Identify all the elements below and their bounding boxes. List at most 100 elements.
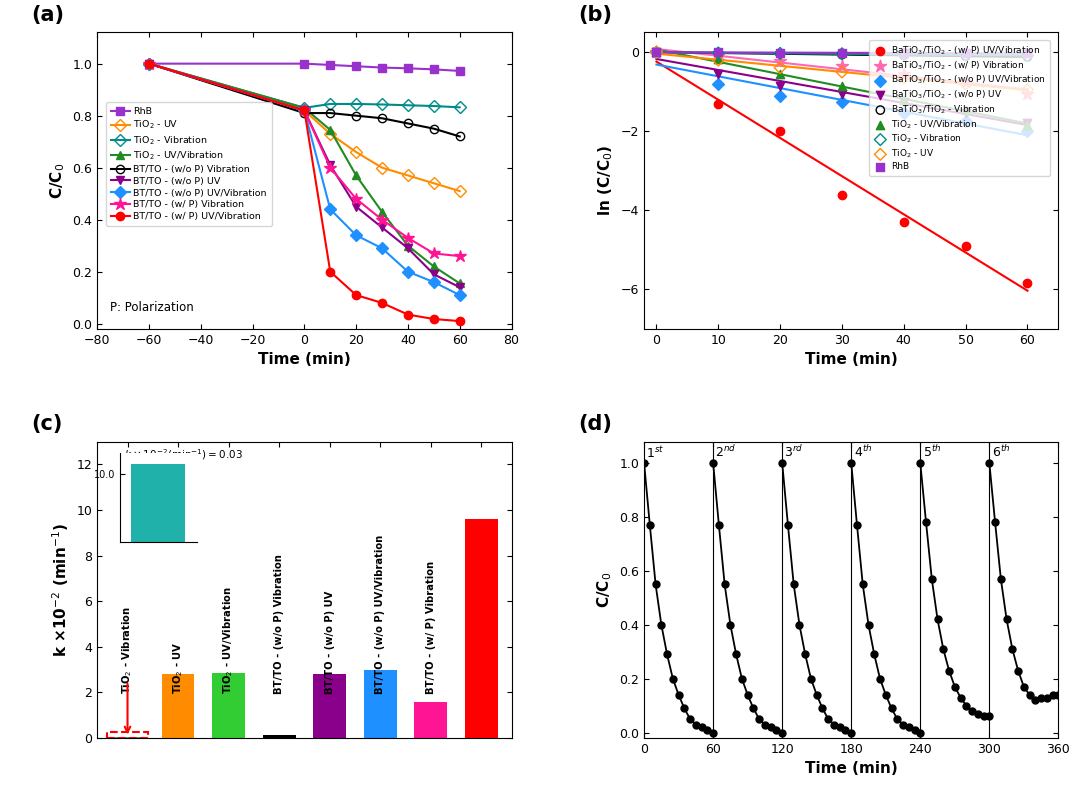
Y-axis label: C/C$_0$: C/C$_0$ <box>49 162 67 199</box>
TiO$_2$ - Vibration <box>895 48 913 61</box>
TiO$_2$ - UV <box>324 129 337 139</box>
BaTiO$_3$/TiO$_2$ - Vibration <box>648 45 665 58</box>
X-axis label: Time (min): Time (min) <box>805 762 897 776</box>
TiO$_2$ - Vibration <box>834 47 851 60</box>
TiO$_2$ - Vibration <box>143 58 156 68</box>
BT/TO - (w/o P) Vibration <box>454 131 467 141</box>
BT/TO - (w/o P) UV/Vibration <box>143 58 156 68</box>
Bar <box>262 735 296 738</box>
TiO$_2$ - UV/Vibration <box>895 93 913 106</box>
TiO$_2$ - UV/Vibration <box>402 241 415 251</box>
BT/TO - (w/ P) Vibration <box>298 105 311 115</box>
Bar <box>212 672 245 738</box>
BaTiO$_3$/TiO$_2$ - (w/o P) UV <box>834 88 851 101</box>
BaTiO$_3$/TiO$_2$ - (w/ P) Vibration <box>1018 88 1036 101</box>
TiO$_2$ - UV/Vibration <box>324 125 337 135</box>
Text: BT/TO - (w/o P) Vibration: BT/TO - (w/o P) Vibration <box>274 554 284 693</box>
BaTiO$_3$/TiO$_2$ - (w/o P) UV <box>1018 117 1036 130</box>
TiO$_2$ - UV/Vibration <box>143 58 156 68</box>
Bar <box>464 519 498 738</box>
BaTiO$_3$/TiO$_2$ - (w/ P) Vibration <box>771 54 788 67</box>
Y-axis label: C/C$_0$: C/C$_0$ <box>595 572 613 608</box>
BT/TO - (w/ P) Vibration <box>350 194 363 204</box>
BaTiO$_3$/TiO$_2$ - Vibration <box>834 48 851 61</box>
RhB <box>454 66 467 75</box>
TiO$_2$ - UV <box>710 54 727 67</box>
TiO$_2$ - Vibration <box>454 102 467 112</box>
RhB <box>298 58 311 68</box>
RhB <box>648 45 665 58</box>
Text: BT/TO - (w/ P) Vibration: BT/TO - (w/ P) Vibration <box>426 560 435 693</box>
BT/TO - (w/o P) UV <box>428 269 441 279</box>
BaTiO$_3$/TiO$_2$ - (w/ P) UV/Vibration <box>834 188 851 201</box>
BaTiO$_3$/TiO$_2$ - (w/ P) UV/Vibration <box>710 97 727 110</box>
BT/TO - (w/o P) UV <box>298 105 311 115</box>
TiO$_2$ - UV/Vibration <box>771 67 788 80</box>
Line: BT/TO - (w/ P) Vibration: BT/TO - (w/ P) Vibration <box>143 58 465 262</box>
TiO$_2$ - UV <box>143 58 156 68</box>
TiO$_2$ - UV/Vibration <box>957 103 974 116</box>
BT/TO - (w/ P) UV/Vibration <box>350 290 363 300</box>
Text: $k\times10^{-2}(\mathrm{min}^{-1})=0.03$: $k\times10^{-2}(\mathrm{min}^{-1})=0.03$ <box>124 448 243 462</box>
BT/TO - (w/ P) UV/Vibration <box>454 316 467 326</box>
Text: (d): (d) <box>578 414 611 434</box>
BT/TO - (w/o P) UV/Vibration <box>428 277 441 287</box>
Text: (c): (c) <box>31 414 63 434</box>
BT/TO - (w/o P) UV/Vibration <box>324 204 337 214</box>
TiO$_2$ - Vibration <box>957 49 974 62</box>
BT/TO - (w/o P) UV/Vibration <box>376 243 389 253</box>
BaTiO$_3$/TiO$_2$ - (w/o P) UV <box>771 79 788 92</box>
Text: BT/TO - (w/o P) UV/Vibration: BT/TO - (w/o P) UV/Vibration <box>375 534 386 693</box>
Text: TiO$_2$ - UV/Vibration: TiO$_2$ - UV/Vibration <box>221 586 235 693</box>
BT/TO - (w/o P) Vibration <box>350 111 363 121</box>
TiO$_2$ - UV/Vibration <box>710 53 727 66</box>
BaTiO$_3$/TiO$_2$ - Vibration <box>1018 50 1036 63</box>
TiO$_2$ - UV/Vibration <box>648 45 665 58</box>
BT/TO - (w/ P) UV/Vibration <box>428 314 441 324</box>
BT/TO - (w/o P) UV/Vibration <box>350 230 363 240</box>
BT/TO - (w/ P) Vibration <box>376 215 389 225</box>
BaTiO$_3$/TiO$_2$ - (w/o P) UV/Vibration <box>895 107 913 120</box>
Line: BT/TO - (w/o P) Vibration: BT/TO - (w/o P) Vibration <box>145 59 464 140</box>
BaTiO$_3$/TiO$_2$ - (w/ P) Vibration <box>895 67 913 80</box>
TiO$_2$ - UV/Vibration <box>428 262 441 272</box>
RhB <box>710 46 727 59</box>
BT/TO - (w/o P) Vibration <box>143 58 156 68</box>
TiO$_2$ - UV <box>957 77 974 90</box>
TiO$_2$ - UV/Vibration <box>298 103 311 113</box>
BT/TO - (w/o P) Vibration <box>402 118 415 128</box>
Text: TiO$_2$ - Vibration: TiO$_2$ - Vibration <box>121 605 134 693</box>
BaTiO$_3$/TiO$_2$ - (w/ P) UV/Vibration <box>648 45 665 58</box>
BaTiO$_3$/TiO$_2$ - (w/o P) UV/Vibration <box>648 45 665 58</box>
TiO$_2$ - Vibration <box>350 99 363 109</box>
BaTiO$_3$/TiO$_2$ - Vibration <box>771 47 788 60</box>
RhB <box>428 65 441 75</box>
TiO$_2$ - Vibration <box>1018 49 1036 62</box>
BT/TO - (w/ P) UV/Vibration <box>402 310 415 320</box>
TiO$_2$ - UV <box>376 163 389 173</box>
Line: RhB: RhB <box>145 59 464 75</box>
BT/TO - (w/o P) UV <box>143 58 156 68</box>
RhB <box>957 47 974 60</box>
TiO$_2$ - UV <box>648 45 665 58</box>
BaTiO$_3$/TiO$_2$ - (w/o P) UV <box>710 67 727 80</box>
TiO$_2$ - UV <box>298 105 311 115</box>
Bar <box>107 732 148 738</box>
BaTiO$_3$/TiO$_2$ - (w/o P) UV/Vibration <box>771 89 788 102</box>
BaTiO$_3$/TiO$_2$ - Vibration <box>895 49 913 62</box>
TiO$_2$ - UV <box>350 148 363 157</box>
Text: BT/TO - (w/o P) UV: BT/TO - (w/o P) UV <box>325 590 335 693</box>
Text: 6$^{th}$: 6$^{th}$ <box>991 444 1010 461</box>
BaTiO$_3$/TiO$_2$ - (w/ P) Vibration <box>957 75 974 88</box>
Text: BT/TO - (w/ P) UV/Vibration: BT/TO - (w/ P) UV/Vibration <box>476 541 486 693</box>
TiO$_2$ - Vibration <box>324 99 337 109</box>
Bar <box>415 702 447 738</box>
BaTiO$_3$/TiO$_2$ - (w/o P) UV/Vibration <box>1018 125 1036 138</box>
TiO$_2$ - Vibration <box>648 45 665 58</box>
TiO$_2$ - UV <box>834 66 851 79</box>
BaTiO$_3$/TiO$_2$ - (w/ P) UV/Vibration <box>1018 277 1036 290</box>
Bar <box>364 670 396 738</box>
BT/TO - (w/o P) UV <box>324 161 337 170</box>
TiO$_2$ - UV <box>428 178 441 188</box>
BaTiO$_3$/TiO$_2$ - (w/o P) UV/Vibration <box>834 95 851 108</box>
